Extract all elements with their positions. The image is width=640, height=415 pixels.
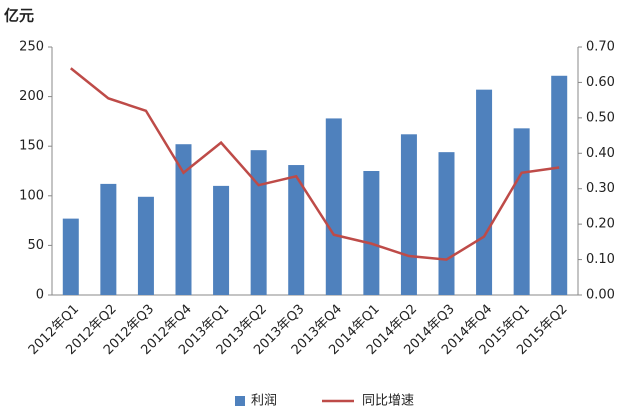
bar: [100, 183, 117, 295]
bar: [400, 134, 417, 295]
y-tick-label: 50: [27, 238, 44, 253]
y2-tick-label: 0.60: [586, 75, 615, 90]
y-tick-label: 150: [19, 139, 44, 154]
y2-tick-label: 0.20: [586, 217, 615, 232]
y2-tick-label: 0.10: [586, 252, 615, 267]
bar: [137, 196, 154, 295]
y2-tick-label: 0.70: [586, 40, 615, 55]
line: [70, 67, 560, 261]
y2-tick-label: 0.00: [586, 288, 615, 303]
bar: [476, 89, 493, 295]
y-tick-label: 0: [36, 288, 44, 303]
y2-tick-label: 0.50: [586, 110, 615, 125]
y2-tick-label: 0.30: [586, 181, 615, 196]
legend-label: 利润: [251, 394, 277, 409]
bar: [62, 218, 79, 295]
y-tick-label: 250: [19, 40, 44, 55]
y-tick-label: 100: [19, 188, 44, 203]
y2-tick-label: 0.40: [586, 146, 615, 161]
bar: [325, 118, 342, 295]
bar: [363, 171, 380, 295]
bar: [213, 185, 230, 295]
bar: [288, 165, 305, 295]
bar: [513, 128, 530, 295]
bar: [438, 152, 455, 295]
y-unit-label: 亿元: [4, 7, 34, 25]
bar: [250, 150, 267, 295]
legend-swatch: [235, 396, 245, 406]
bar: [551, 75, 568, 295]
bar: [175, 144, 192, 295]
y-tick-label: 200: [19, 89, 44, 104]
legend-label: 同比增速: [362, 394, 414, 409]
